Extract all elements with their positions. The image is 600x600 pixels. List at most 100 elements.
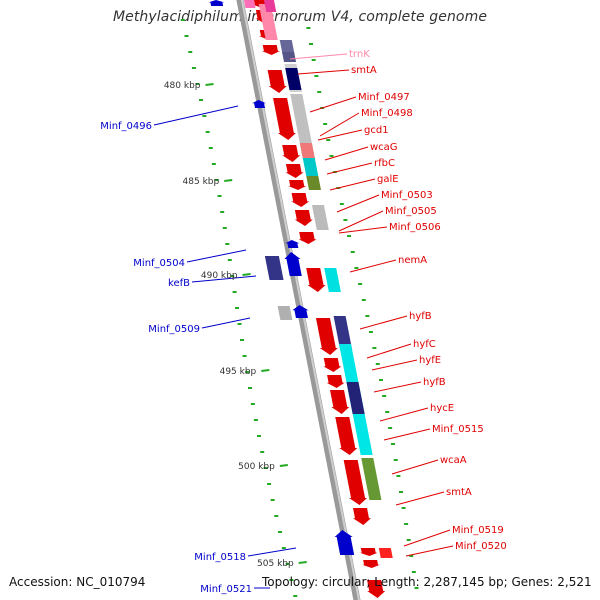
function-color-block bbox=[290, 94, 313, 144]
label-leader bbox=[379, 407, 429, 422]
label-leader bbox=[317, 129, 363, 141]
ruler-tick bbox=[298, 561, 307, 564]
forward-gene-arrow bbox=[298, 232, 317, 244]
forward-gene-arrow bbox=[359, 548, 378, 556]
forward-gene-arrow bbox=[282, 145, 301, 162]
genome-summary-text: Topology: circular; Length: 2,287,145 bp… bbox=[262, 575, 592, 589]
forward-gene-label: hyfB bbox=[423, 377, 446, 388]
function-color-block bbox=[378, 548, 393, 558]
forward-gene-arrow bbox=[352, 508, 371, 525]
function-color-block bbox=[299, 143, 315, 158]
label-leader bbox=[309, 96, 357, 113]
forward-gene-arrow bbox=[288, 180, 307, 190]
reverse-gene-arrow bbox=[252, 100, 267, 108]
label-leader bbox=[186, 249, 247, 263]
label-leader bbox=[338, 210, 384, 232]
reverse-gene-block bbox=[264, 256, 284, 280]
ruler-tick bbox=[242, 273, 251, 276]
gc-content-ticks bbox=[180, 19, 419, 597]
label-leader bbox=[349, 259, 397, 273]
ruler-tick bbox=[279, 464, 288, 467]
forward-gene-label: Minf_0515 bbox=[432, 424, 484, 435]
forward-gene-arrow bbox=[343, 460, 368, 505]
ruler-tick bbox=[224, 179, 233, 182]
label-leader bbox=[383, 428, 431, 441]
label-leader bbox=[338, 226, 388, 234]
reverse-gene-label: Minf_0509 bbox=[148, 324, 200, 335]
forward-gene-label: hyfE bbox=[419, 355, 441, 366]
position-ruler: 480 kbp 485 kbp 490 kbp 495 kbp 500 kbp 505 k… bbox=[164, 81, 307, 569]
label-leader bbox=[359, 315, 408, 330]
ruler-tick bbox=[261, 369, 270, 372]
label-leader bbox=[373, 381, 422, 393]
forward-gene-arrow bbox=[306, 268, 326, 292]
ruler-label: 480 kbp bbox=[164, 81, 201, 91]
ruler-label: 505 kbp bbox=[257, 559, 294, 569]
trna-gene-block bbox=[258, 4, 278, 40]
forward-gene-label: galE bbox=[377, 174, 399, 185]
label-leader bbox=[153, 105, 239, 126]
ruler-label: 500 kbp bbox=[238, 462, 275, 472]
label-leader bbox=[326, 162, 373, 175]
forward-gene-label: wcaA bbox=[440, 455, 467, 466]
trna-block bbox=[243, 0, 256, 8]
reverse-gene-labels: Minf_0496 Minf_0504 kefB Minf_0509 Minf_0518… bbox=[100, 121, 252, 595]
forward-gene-label: gcd1 bbox=[364, 125, 389, 136]
forward-gene-arrow bbox=[291, 193, 310, 207]
label-leader bbox=[329, 178, 376, 191]
function-color-block bbox=[282, 52, 297, 62]
forward-gene-arrow bbox=[323, 358, 342, 372]
reverse-gene-label: Minf_0496 bbox=[100, 121, 152, 132]
forward-gene-label: Minf_0519 bbox=[452, 525, 504, 536]
forward-gene-arrow bbox=[261, 45, 280, 55]
reverse-gene-block bbox=[277, 306, 293, 320]
function-color-block bbox=[279, 40, 295, 54]
forward-gene-label: trnK bbox=[349, 49, 370, 60]
label-leader bbox=[191, 275, 257, 283]
function-color-block bbox=[285, 68, 302, 90]
forward-gene-arrow bbox=[362, 560, 381, 568]
reverse-gene-arrow bbox=[285, 240, 300, 248]
ruler-label: 490 kbp bbox=[201, 271, 238, 281]
function-color-block bbox=[306, 176, 321, 190]
forward-gene-label: smtA bbox=[446, 487, 472, 498]
label-leader bbox=[395, 491, 445, 506]
label-leader bbox=[297, 69, 350, 75]
forward-gene-arrow bbox=[335, 417, 358, 455]
function-color-block bbox=[333, 316, 353, 350]
forward-gene-label: hyfC bbox=[413, 339, 436, 350]
label-leader bbox=[336, 194, 380, 213]
forward-gene-label: Minf_0497 bbox=[358, 92, 410, 103]
reverse-gene-label: Minf_0518 bbox=[194, 552, 246, 563]
label-leader bbox=[201, 317, 251, 329]
forward-gene-arrow bbox=[326, 375, 345, 388]
reverse-gene-arrow bbox=[292, 305, 309, 318]
forward-gene-label: wcaG bbox=[370, 142, 398, 153]
reverse-gene-arrow bbox=[284, 252, 302, 276]
gene-features bbox=[208, 0, 393, 598]
ruler-label: 485 kbp bbox=[183, 177, 220, 187]
genome-backbone bbox=[236, 0, 361, 600]
backbone-line bbox=[236, 0, 361, 600]
forward-gene-label: rfbC bbox=[374, 158, 395, 169]
label-leader bbox=[371, 359, 418, 371]
forward-gene-label: hyfB bbox=[409, 311, 432, 322]
function-color-block bbox=[361, 458, 382, 500]
label-leader bbox=[391, 459, 439, 475]
forward-gene-label: Minf_0506 bbox=[389, 222, 441, 233]
forward-gene-label: Minf_0498 bbox=[361, 108, 413, 119]
forward-gene-arrow bbox=[285, 164, 304, 178]
forward-gene-arrow bbox=[273, 98, 296, 140]
label-leader bbox=[247, 547, 297, 557]
label-leader bbox=[403, 529, 451, 547]
reverse-gene-arrow bbox=[334, 530, 355, 555]
forward-gene-label: nemA bbox=[398, 255, 427, 266]
forward-gene-arrow bbox=[267, 70, 287, 93]
forward-gene-label: Minf_0520 bbox=[455, 541, 507, 552]
accession-text: Accession: NC_010794 bbox=[9, 575, 146, 589]
function-color-block bbox=[346, 382, 365, 414]
function-color-block bbox=[311, 205, 329, 230]
ruler-tick bbox=[205, 83, 214, 86]
label-leader bbox=[319, 112, 360, 137]
